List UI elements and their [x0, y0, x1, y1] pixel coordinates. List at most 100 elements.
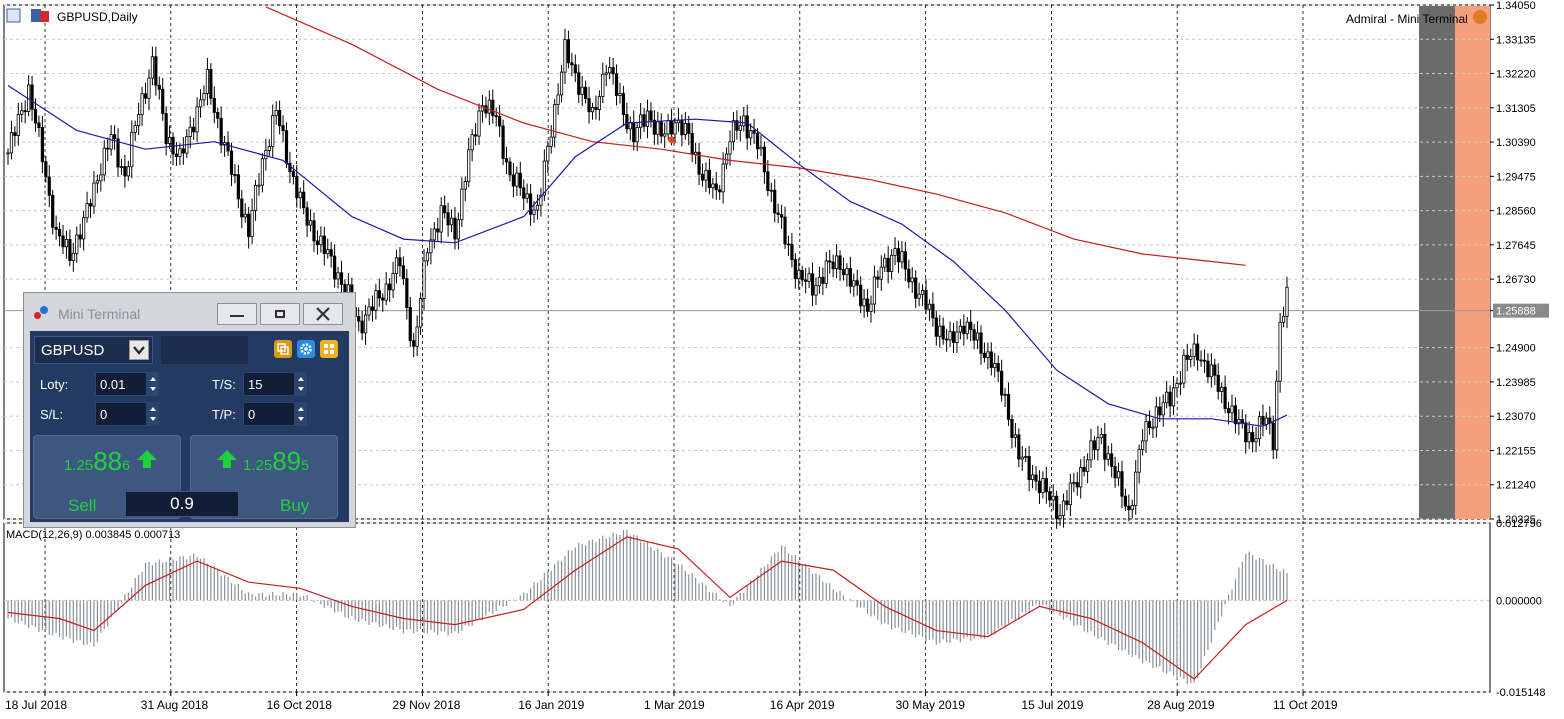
price-axis-label: 1.34050 — [1496, 0, 1536, 12]
ts-stepper[interactable] — [295, 372, 307, 396]
candle-body — [329, 249, 333, 257]
candle-body — [470, 134, 474, 151]
candle-body — [487, 99, 491, 114]
layout-icon[interactable] — [320, 340, 338, 358]
candle-body — [938, 325, 942, 337]
candle-body — [68, 239, 72, 261]
candle-body — [749, 130, 753, 139]
candle-body — [876, 276, 880, 280]
gear-icon[interactable] — [297, 340, 315, 358]
price-axis-label: 1.23070 — [1496, 411, 1536, 423]
candle-body — [828, 260, 832, 263]
candle-body — [1202, 359, 1207, 362]
candle-body — [965, 321, 969, 335]
candle-body — [75, 234, 79, 254]
chart-window-icon[interactable] — [31, 9, 41, 22]
candle-body — [333, 255, 337, 280]
tp-stepper[interactable] — [295, 402, 307, 426]
candle-body — [498, 116, 502, 127]
candle-body — [30, 84, 34, 110]
candle-body — [44, 161, 48, 178]
candle-body — [140, 93, 144, 115]
candle-body — [714, 183, 718, 191]
candle-body — [518, 172, 522, 189]
ts-input[interactable]: 15 — [243, 372, 295, 396]
candle-body — [150, 56, 155, 79]
chevron-down-icon[interactable] — [129, 340, 149, 360]
candle-body — [82, 217, 86, 240]
sl-label: S/L: — [40, 407, 64, 422]
session-zone-gray — [1419, 6, 1455, 519]
macd-pane[interactable] — [3, 522, 1491, 693]
candle-body — [267, 146, 271, 151]
candle-body — [611, 67, 615, 75]
date-axis-label: 16 Jan 2019 — [518, 698, 584, 712]
candle-body — [993, 362, 997, 368]
candle-body — [728, 141, 732, 155]
date-axis-label: 30 May 2019 — [896, 698, 966, 712]
maximize-button[interactable] — [260, 303, 300, 325]
candle-body — [102, 147, 106, 176]
candle-body — [711, 183, 715, 189]
candle-body — [573, 64, 577, 74]
candle-body — [1099, 433, 1103, 439]
candle-body — [879, 266, 883, 280]
candle-body — [298, 191, 302, 199]
candle-body — [810, 273, 815, 296]
arrow-up-icon — [137, 450, 157, 468]
candle-body — [917, 293, 921, 299]
candle-body — [192, 126, 196, 133]
candle-body — [580, 86, 584, 95]
candle-body — [669, 120, 674, 135]
candle-body — [1196, 343, 1200, 361]
symbol-select[interactable]: GBPUSD — [34, 336, 153, 364]
candle-body — [1116, 471, 1121, 479]
copy-icon[interactable] — [274, 340, 292, 358]
candle-body — [663, 133, 667, 137]
candle-body — [112, 134, 117, 140]
chart-list-icon[interactable] — [6, 8, 21, 23]
candle-body — [553, 104, 557, 138]
candle-body — [1010, 418, 1014, 438]
minimize-button[interactable] — [217, 303, 257, 325]
candle-body — [800, 269, 804, 281]
candle-body — [260, 158, 265, 186]
candle-body — [890, 254, 894, 272]
candle-body — [766, 171, 770, 191]
candle-body — [1065, 500, 1069, 505]
lots-stepper[interactable] — [147, 372, 159, 396]
candle-body — [116, 138, 120, 168]
candle-body — [247, 213, 251, 238]
price-axis-label: 1.26730 — [1496, 274, 1536, 286]
candle-body — [460, 188, 464, 221]
candle-body — [92, 182, 96, 207]
candle-body — [61, 235, 65, 248]
mini-terminal-titlebar[interactable]: Mini Terminal — [24, 293, 355, 329]
candle-body — [759, 146, 763, 150]
candle-body — [1072, 482, 1076, 484]
candle-body — [793, 259, 797, 280]
close-button[interactable] — [303, 303, 343, 325]
lots-input[interactable]: 0.01 — [95, 372, 147, 396]
candle-body — [886, 257, 890, 272]
mini-terminal-window[interactable]: Mini Terminal GBPUSD Loty: — [23, 292, 356, 528]
candle-body — [381, 297, 385, 301]
candle-body — [1020, 456, 1024, 460]
candle-body — [1247, 432, 1251, 443]
candle-body — [697, 151, 701, 175]
candle-body — [724, 153, 729, 165]
candle-body — [683, 123, 687, 136]
candle-body — [1251, 432, 1255, 443]
candle-body — [425, 252, 430, 262]
sl-stepper[interactable] — [147, 402, 159, 426]
tp-input[interactable]: 0 — [243, 402, 295, 426]
candle-body — [501, 125, 505, 159]
candle-body — [236, 174, 240, 200]
candle-body — [1209, 364, 1213, 378]
candle-body — [37, 122, 41, 128]
sl-input[interactable]: 0 — [95, 402, 147, 426]
candle-body — [401, 265, 405, 279]
price-axis-label: 1.29475 — [1496, 171, 1536, 183]
candle-body — [491, 99, 495, 117]
candle-body — [934, 317, 938, 337]
